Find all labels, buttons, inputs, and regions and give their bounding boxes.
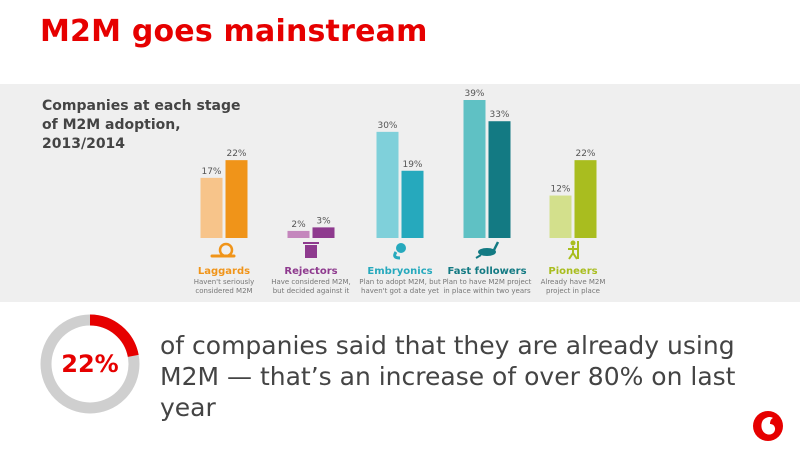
bar-value-label: 39% [464, 89, 484, 99]
category-description: project in place [546, 287, 600, 295]
bar-rejectors-1 [287, 230, 310, 238]
embryo-icon [393, 243, 406, 260]
category-description: Plan to have M2M project [443, 278, 532, 286]
bar-value-label: 3% [316, 216, 331, 226]
bar-value-label: 33% [489, 110, 509, 120]
chart-panel [0, 84, 800, 302]
category-description: but decided against it [273, 287, 350, 295]
donut-progress-arc [40, 314, 140, 414]
bar-value-label: 2% [291, 220, 306, 230]
bar-pioneers-2 [574, 160, 597, 238]
category-label: Rejectors [284, 266, 337, 277]
bar-value-label: 19% [402, 160, 422, 170]
bar-pioneers-1 [549, 195, 572, 238]
bar-laggards-2 [225, 160, 248, 238]
bar-fast_followers-1 [463, 100, 486, 238]
category-label: Pioneers [548, 266, 597, 277]
bar-value-label: 22% [226, 149, 246, 159]
stat-description: of companies said that they are already … [160, 331, 736, 422]
bar-value-label: 22% [575, 149, 595, 159]
category-label: Fast followers [447, 266, 526, 277]
rabbit-icon [475, 241, 500, 259]
category-description: Plan to adopt M2M, but [359, 278, 441, 286]
bar-value-label: 17% [201, 167, 221, 177]
bar-embryonics-2 [401, 170, 424, 238]
category-description: considered M2M [195, 287, 252, 295]
snail-icon [210, 242, 236, 258]
bar-embryonics-1 [376, 131, 399, 238]
category-description: Haven't seriously [194, 278, 255, 286]
category-description: haven't got a date yet [361, 287, 439, 295]
bar-value-label: 30% [377, 121, 397, 131]
brand-logo [753, 411, 783, 441]
category-description: in place within two years [443, 287, 531, 295]
bar-rejectors-2 [312, 227, 335, 238]
bar-fast_followers-2 [488, 121, 511, 238]
slide-title: M2M goes mainstream [40, 14, 428, 49]
category-label: Laggards [198, 266, 250, 277]
category-description: Already have M2M [541, 278, 606, 286]
stat-value: 22% [61, 350, 119, 378]
trash-bin-icon [303, 242, 319, 258]
stat-donut [40, 314, 140, 414]
category-label: Embryonics [367, 266, 432, 277]
explorer-icon [568, 240, 579, 260]
chart-title: Companies at each stage of M2M adoption,… [42, 98, 241, 152]
category-description: Have considered M2M, [271, 278, 351, 286]
bar-value-label: 12% [550, 185, 570, 195]
bar-laggards-1 [200, 177, 223, 238]
